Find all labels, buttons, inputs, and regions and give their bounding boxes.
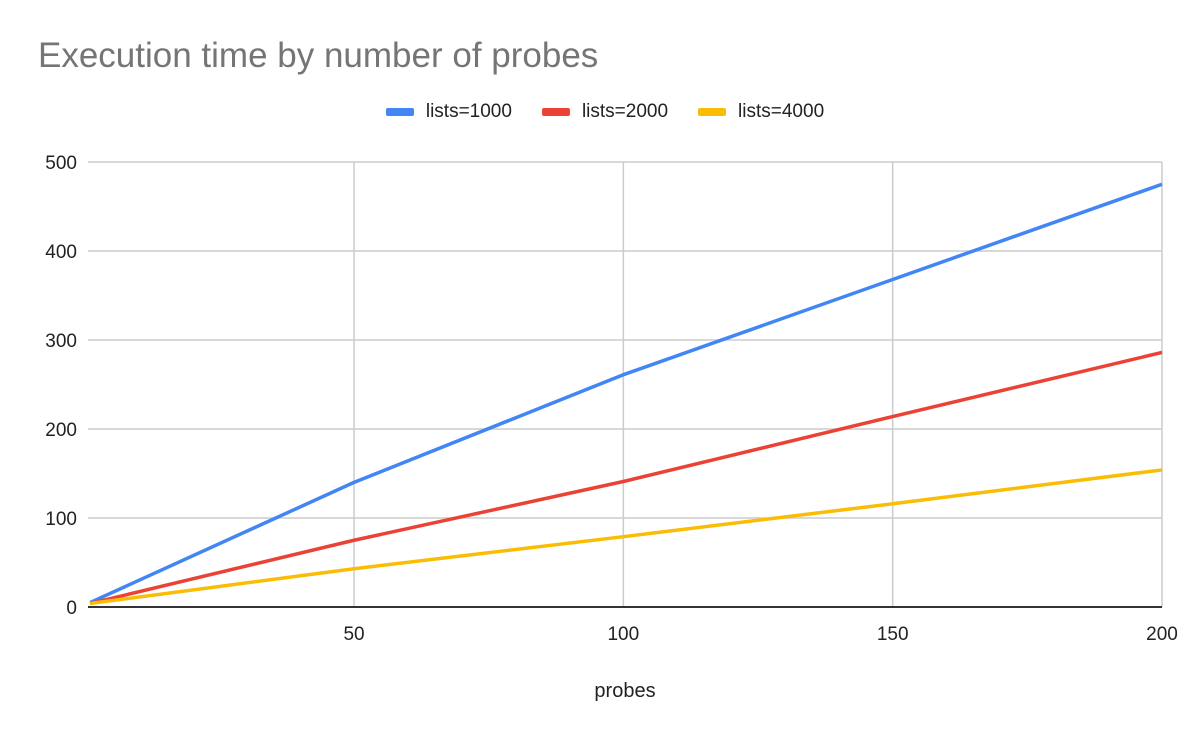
x-tick-label: 100 xyxy=(607,624,639,645)
series-line xyxy=(89,468,1163,606)
y-tick-label: 100 xyxy=(45,509,77,530)
legend-label: lists=2000 xyxy=(581,101,669,122)
legend-label: lists=4000 xyxy=(738,101,825,122)
y-tick-label: 200 xyxy=(45,420,77,441)
legend: lists=1000 lists=2000 lists=4000 xyxy=(0,101,1200,123)
series-line xyxy=(89,182,1163,605)
y-tick-label: 400 xyxy=(45,242,77,263)
legend-swatch xyxy=(698,108,727,116)
y-tick-label: 500 xyxy=(45,153,77,174)
chart-title: Execution time by number of probes xyxy=(38,36,599,75)
legend-item[interactable]: lists=2000 xyxy=(541,101,669,123)
series-line xyxy=(89,350,1163,606)
x-axis-label: probes xyxy=(594,680,656,702)
y-tick-label: 300 xyxy=(45,331,77,352)
x-tick-label: 200 xyxy=(1146,624,1178,645)
y-tick-label: 0 xyxy=(66,598,77,619)
x-tick-label: 150 xyxy=(877,624,909,645)
legend-item[interactable]: lists=1000 xyxy=(385,101,512,123)
legend-item[interactable]: lists=4000 xyxy=(698,101,824,123)
x-tick-label: 50 xyxy=(343,624,364,645)
legend-swatch xyxy=(541,108,570,116)
legend-label: lists=1000 xyxy=(425,101,512,122)
legend-swatch xyxy=(385,108,414,116)
